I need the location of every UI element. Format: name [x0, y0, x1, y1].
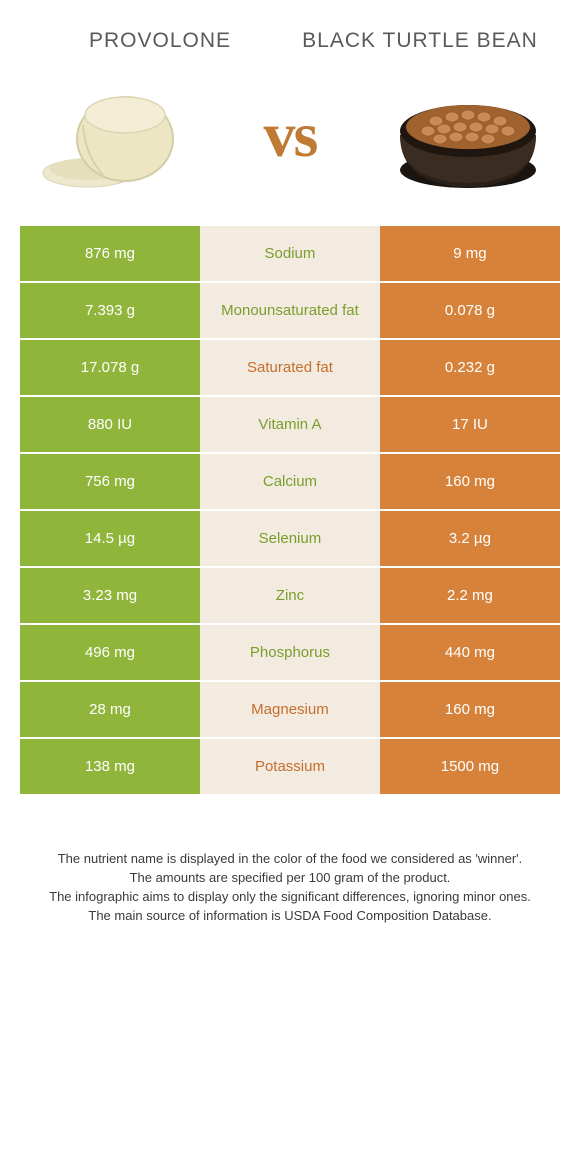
value-left: 880 IU — [20, 397, 200, 452]
value-right: 17 IU — [380, 397, 560, 452]
value-right: 3.2 µg — [380, 511, 560, 566]
nutrient-row: 138 mgPotassium1500 mg — [20, 739, 560, 796]
footer-notes: The nutrient name is displayed in the co… — [0, 796, 580, 925]
provolone-icon — [33, 75, 193, 195]
value-left: 138 mg — [20, 739, 200, 794]
nutrient-label: Monounsaturated fat — [200, 283, 380, 338]
value-left: 17.078 g — [20, 340, 200, 395]
value-left: 28 mg — [20, 682, 200, 737]
nutrient-row: 3.23 mgZinc2.2 mg — [20, 568, 560, 625]
nutrient-row: 17.078 gSaturated fat0.232 g — [20, 340, 560, 397]
nutrient-row: 14.5 µgSelenium3.2 µg — [20, 511, 560, 568]
nutrient-row: 756 mgCalcium160 mg — [20, 454, 560, 511]
value-right: 0.078 g — [380, 283, 560, 338]
nutrient-table: 876 mgSodium9 mg7.393 gMonounsaturated f… — [20, 226, 560, 796]
nutrient-row: 876 mgSodium9 mg — [20, 226, 560, 283]
value-left: 496 mg — [20, 625, 200, 680]
value-left: 14.5 µg — [20, 511, 200, 566]
food-title-left: Provolone — [30, 28, 290, 53]
value-left: 7.393 g — [20, 283, 200, 338]
footer-line: The main source of information is USDA F… — [28, 907, 552, 926]
vs-row: vs — [0, 59, 580, 226]
value-left: 756 mg — [20, 454, 200, 509]
food-image-right — [385, 67, 550, 202]
value-left: 876 mg — [20, 226, 200, 281]
value-right: 2.2 mg — [380, 568, 560, 623]
nutrient-label: Vitamin A — [200, 397, 380, 452]
nutrient-row: 7.393 gMonounsaturated fat0.078 g — [20, 283, 560, 340]
food-title-right: Black turtle bean — [290, 28, 550, 53]
footer-line: The infographic aims to display only the… — [28, 888, 552, 907]
nutrient-label: Sodium — [200, 226, 380, 281]
value-left: 3.23 mg — [20, 568, 200, 623]
nutrient-label: Selenium — [200, 511, 380, 566]
nutrient-label: Calcium — [200, 454, 380, 509]
value-right: 160 mg — [380, 454, 560, 509]
value-right: 1500 mg — [380, 739, 560, 794]
value-right: 9 mg — [380, 226, 560, 281]
nutrient-row: 880 IUVitamin A17 IU — [20, 397, 560, 454]
nutrient-label: Magnesium — [200, 682, 380, 737]
vs-badge: vs — [264, 98, 317, 172]
nutrient-label: Saturated fat — [200, 340, 380, 395]
beans-bowl-icon — [388, 75, 548, 195]
nutrient-row: 28 mgMagnesium160 mg — [20, 682, 560, 739]
nutrient-label: Phosphorus — [200, 625, 380, 680]
food-image-left — [30, 67, 195, 202]
nutrient-row: 496 mgPhosphorus440 mg — [20, 625, 560, 682]
infographic-container: Provolone Black turtle bean vs — [0, 0, 580, 926]
footer-line: The nutrient name is displayed in the co… — [28, 850, 552, 869]
header-row: Provolone Black turtle bean — [0, 0, 580, 59]
footer-line: The amounts are specified per 100 gram o… — [28, 869, 552, 888]
value-right: 440 mg — [380, 625, 560, 680]
value-right: 0.232 g — [380, 340, 560, 395]
nutrient-label: Potassium — [200, 739, 380, 794]
value-right: 160 mg — [380, 682, 560, 737]
nutrient-label: Zinc — [200, 568, 380, 623]
